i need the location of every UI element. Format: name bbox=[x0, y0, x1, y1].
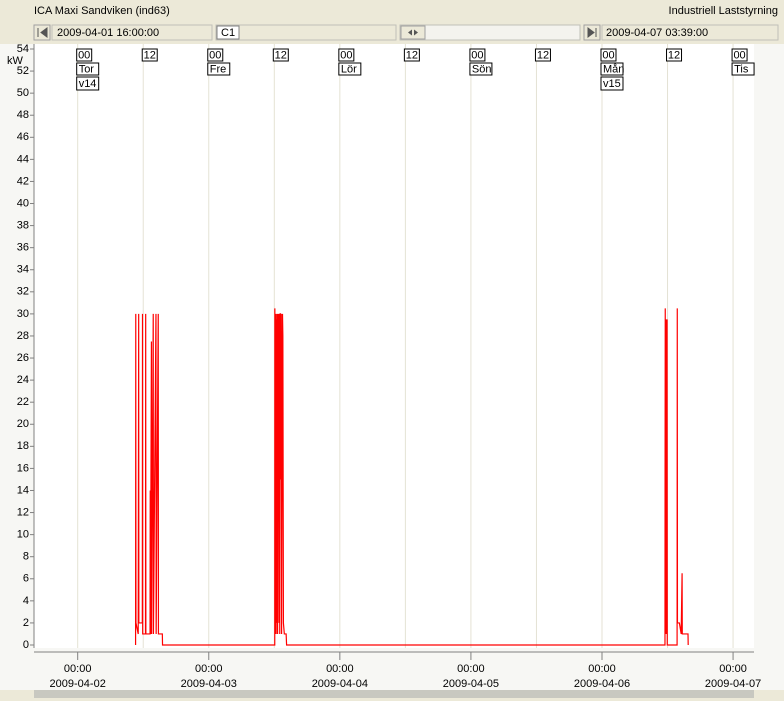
day-marker-box bbox=[731, 62, 755, 76]
hour-marker-box bbox=[666, 48, 683, 62]
hour-marker: 12 bbox=[537, 49, 549, 61]
x-tick-time: 00:00 bbox=[719, 663, 747, 675]
y-tick-label: 18 bbox=[17, 440, 29, 452]
y-tick-label: 28 bbox=[17, 330, 29, 342]
scroll-icon bbox=[408, 29, 418, 36]
y-tick-label: 54 bbox=[17, 43, 29, 55]
y-tick-label: 20 bbox=[17, 418, 29, 430]
start-field bbox=[51, 24, 213, 41]
y-tick-label: 14 bbox=[17, 484, 29, 496]
x-tick-time: 00:00 bbox=[457, 663, 485, 675]
x-tick-date: 2009-04-04 bbox=[312, 678, 368, 690]
y-tick-label: 8 bbox=[23, 551, 29, 563]
hour-marker-box bbox=[207, 48, 224, 62]
y-tick-label: 22 bbox=[17, 396, 29, 408]
y-tick-label: 6 bbox=[23, 573, 29, 585]
x-tick-date: 2009-04-05 bbox=[443, 678, 499, 690]
day-marker: Lör bbox=[341, 63, 357, 75]
y-tick-label: 34 bbox=[17, 264, 29, 276]
week-marker: v14 bbox=[79, 78, 97, 90]
y-tick-label: 44 bbox=[17, 153, 29, 165]
day-marker-box bbox=[207, 62, 231, 76]
scroll-thumb[interactable] bbox=[400, 25, 426, 40]
window-title: ICA Maxi Sandviken (ind63) bbox=[34, 5, 170, 17]
y-tick-label: 42 bbox=[17, 175, 29, 187]
hour-marker-box bbox=[403, 48, 420, 62]
hour-marker: 00 bbox=[733, 49, 745, 61]
y-tick-label: 10 bbox=[17, 529, 29, 541]
week-marker-box bbox=[76, 76, 100, 91]
day-marker: Tis bbox=[734, 63, 749, 75]
hour-marker-box bbox=[469, 48, 486, 62]
y-tick-label: 16 bbox=[17, 462, 29, 474]
hour-marker: 12 bbox=[275, 49, 287, 61]
day-marker-box bbox=[469, 62, 493, 76]
y-tick-label: 46 bbox=[17, 131, 29, 143]
day-marker: Tor bbox=[79, 63, 95, 75]
y-tick-label: 4 bbox=[23, 595, 29, 607]
hour-marker-box bbox=[338, 48, 355, 62]
hour-marker-box bbox=[731, 48, 748, 62]
last-icon bbox=[587, 27, 597, 38]
hour-marker: 00 bbox=[209, 49, 221, 61]
hour-marker-box bbox=[534, 48, 551, 62]
week-marker: v15 bbox=[603, 78, 621, 90]
hour-marker: 00 bbox=[78, 49, 90, 61]
y-tick-label: 38 bbox=[17, 219, 29, 231]
y-tick-label: 30 bbox=[17, 308, 29, 320]
hour-marker-box bbox=[141, 48, 158, 62]
first-icon bbox=[37, 27, 48, 38]
hour-marker-box bbox=[76, 48, 93, 62]
x-tick-time: 00:00 bbox=[588, 663, 616, 675]
y-tick-label: 0 bbox=[23, 639, 29, 651]
y-tick-label: 12 bbox=[17, 506, 29, 518]
y-tick-label: 26 bbox=[17, 352, 29, 364]
hour-marker: 00 bbox=[340, 49, 352, 61]
x-tick-date: 2009-04-06 bbox=[574, 678, 630, 690]
hour-marker: 00 bbox=[471, 49, 483, 61]
week-marker-box bbox=[600, 76, 624, 91]
channel-field[interactable] bbox=[215, 24, 397, 41]
x-tick-date: 2009-04-03 bbox=[181, 678, 237, 690]
y-tick-label: 40 bbox=[17, 197, 29, 209]
day-marker: Fre bbox=[210, 63, 227, 75]
y-tick-label: 36 bbox=[17, 242, 29, 254]
channel: C1 bbox=[221, 27, 235, 39]
end-field bbox=[601, 24, 779, 41]
end-time: 2009-04-07 03:39:00 bbox=[606, 27, 708, 39]
app-name: Industriell Laststyrning bbox=[669, 5, 778, 17]
y-tick-label: 48 bbox=[17, 109, 29, 121]
day-marker: Sön bbox=[472, 63, 492, 75]
start-time: 2009-04-01 16:00:00 bbox=[57, 27, 159, 39]
x-tick-time: 00:00 bbox=[195, 663, 223, 675]
hour-marker-box bbox=[600, 48, 617, 62]
day-marker-box bbox=[76, 62, 100, 76]
channel-box bbox=[216, 25, 240, 40]
data-line bbox=[134, 308, 689, 646]
hour-marker: 12 bbox=[668, 49, 680, 61]
x-tick-date: 2009-04-07 bbox=[705, 678, 761, 690]
y-tick-label: 24 bbox=[17, 374, 29, 386]
y-tick-label: 50 bbox=[17, 87, 29, 99]
scroll-track[interactable] bbox=[399, 24, 581, 41]
hour-marker: 12 bbox=[406, 49, 418, 61]
y-axis-label: kW bbox=[7, 55, 24, 67]
y-tick-label: 2 bbox=[23, 617, 29, 629]
day-marker-box bbox=[338, 62, 362, 76]
hour-marker: 00 bbox=[602, 49, 614, 61]
scrollbar[interactable] bbox=[34, 690, 754, 698]
x-tick-time: 00:00 bbox=[326, 663, 354, 675]
x-tick-time: 00:00 bbox=[64, 663, 92, 675]
y-tick-label: 52 bbox=[17, 65, 29, 77]
hour-marker: 12 bbox=[144, 49, 156, 61]
day-marker: Mån bbox=[603, 63, 624, 75]
hour-marker-box bbox=[272, 48, 289, 62]
day-marker-box bbox=[600, 62, 624, 76]
x-tick-date: 2009-04-02 bbox=[50, 678, 106, 690]
y-tick-label: 32 bbox=[17, 286, 29, 298]
